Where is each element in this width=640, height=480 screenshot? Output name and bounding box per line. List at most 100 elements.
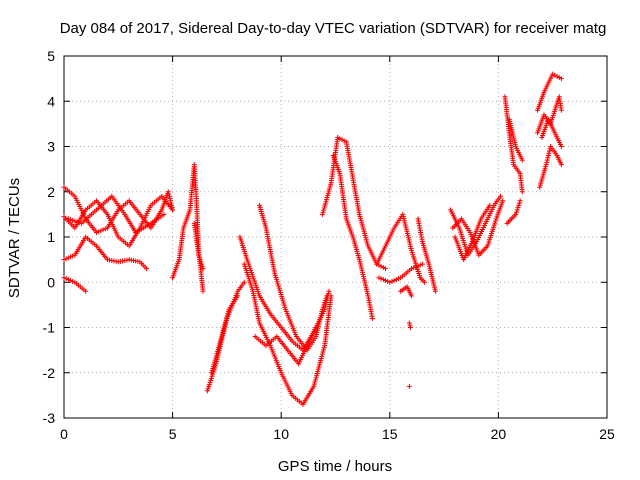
x-tick-label: 20 (491, 426, 507, 442)
data-point (70, 253, 76, 259)
data-point (378, 276, 384, 282)
data-point (161, 211, 167, 217)
data-point (395, 276, 401, 282)
data-point (83, 288, 89, 294)
series-trace-ad (539, 116, 564, 149)
data-point (337, 136, 343, 142)
data-point (199, 261, 205, 267)
data-point (409, 293, 415, 299)
data-point (166, 193, 172, 199)
data-point (200, 266, 206, 272)
y-tick-label: 0 (47, 274, 55, 290)
data-point (422, 279, 428, 285)
data-point (387, 279, 393, 285)
data-point (68, 217, 74, 223)
data-point (323, 295, 329, 301)
data-point (170, 207, 176, 213)
data-point (376, 262, 382, 268)
y-tick-label: 3 (47, 139, 55, 155)
data-point (544, 157, 550, 163)
series-trace-e (65, 193, 167, 235)
data-point (96, 229, 102, 235)
data-point (68, 254, 74, 260)
data-point (320, 304, 326, 310)
data-point (65, 216, 71, 222)
y-tick-label: -3 (43, 410, 56, 426)
data-point (382, 266, 388, 272)
series-trace-s (398, 284, 415, 299)
data-point (324, 293, 330, 299)
series-trace-m (256, 202, 330, 353)
data-point (378, 263, 384, 269)
data-point (498, 193, 504, 199)
data-point (72, 218, 78, 224)
data-point (516, 202, 522, 208)
data-point (545, 153, 551, 159)
data-point (385, 278, 391, 284)
data-point (335, 134, 341, 140)
data-point (514, 207, 520, 213)
tick-labels: 0 5 10 15 20 25 -3 -2 -1 0 1 2 3 4 5 (43, 48, 615, 442)
series-trace-y (502, 94, 525, 195)
data-point (235, 293, 241, 299)
chart-title: Day 084 of 2017, Sidereal Day-to-day VTE… (60, 20, 607, 37)
data-point (419, 261, 425, 267)
series-trace-ab (534, 71, 564, 113)
data-point (196, 254, 202, 260)
series-trace-q (376, 261, 425, 285)
data-point (407, 325, 413, 330)
series-trace-k (241, 261, 334, 407)
data-point (74, 219, 80, 225)
data-point (519, 157, 525, 163)
data-point (63, 276, 69, 282)
data-point (197, 257, 203, 263)
data-point (169, 205, 175, 211)
data-point (411, 265, 417, 271)
data-point (514, 209, 519, 215)
y-tick-label: -1 (43, 320, 56, 336)
data-point (167, 198, 173, 204)
data-point (165, 189, 171, 195)
series-trace-ac (534, 94, 564, 136)
data-point (369, 315, 375, 321)
data-point (167, 196, 173, 202)
data-point (556, 74, 562, 80)
data-point (68, 277, 74, 283)
series-trace-x (452, 202, 493, 263)
data-point (546, 150, 552, 156)
data-point (341, 138, 347, 144)
series-trace-o (330, 153, 375, 321)
data-point (558, 76, 564, 82)
data-point (65, 255, 71, 261)
data-point (546, 148, 552, 154)
data-point (406, 320, 412, 326)
data-point (409, 266, 415, 272)
data-point (515, 205, 521, 211)
series-trace-l (252, 325, 319, 367)
data-point (241, 279, 247, 285)
x-tick-label: 5 (169, 426, 177, 442)
x-tick-label: 15 (382, 426, 398, 442)
data-point (65, 277, 71, 283)
data-point (380, 277, 386, 283)
data-point (328, 293, 334, 299)
data-point (500, 198, 506, 204)
data-point (321, 302, 327, 308)
data-point (543, 162, 549, 168)
data-point (552, 72, 558, 78)
data-point (322, 297, 328, 303)
data-point (393, 277, 399, 283)
y-tick-label: -2 (43, 365, 56, 381)
series-trace-d (61, 275, 89, 294)
series-trace-ae (537, 144, 564, 190)
data-point (63, 256, 69, 262)
data-point (517, 198, 523, 204)
data-point (380, 265, 386, 271)
data-point (406, 383, 412, 389)
data-point (558, 107, 564, 113)
series-trace-f (170, 162, 206, 294)
data-point (391, 277, 397, 283)
data-point (196, 252, 202, 258)
data-point (199, 263, 205, 269)
data-point (544, 159, 550, 165)
